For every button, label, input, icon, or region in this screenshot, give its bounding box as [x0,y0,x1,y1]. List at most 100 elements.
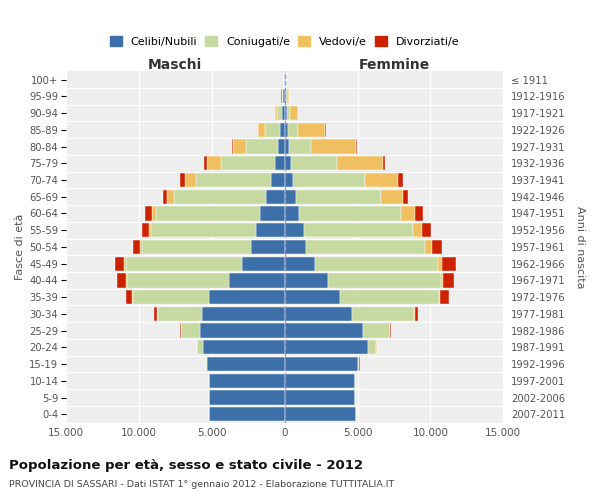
Bar [185,173,196,187]
Bar [422,223,431,238]
Bar [209,407,284,422]
Bar [440,290,449,304]
Bar [271,173,284,187]
Bar [383,156,385,170]
Bar [358,357,359,371]
Bar [278,140,284,153]
Bar [415,307,418,321]
Bar [277,106,281,120]
Bar [126,274,127,287]
Bar [315,256,437,271]
Bar [140,240,142,254]
Bar [356,140,357,153]
Bar [432,240,442,254]
Bar [365,173,398,187]
Bar [284,190,296,204]
Bar [256,223,284,238]
Bar [287,122,298,137]
Bar [142,223,149,238]
Bar [202,307,284,321]
Bar [284,89,286,104]
Bar [154,307,157,321]
Bar [304,223,413,238]
Bar [179,173,185,187]
Bar [174,190,266,204]
Bar [289,140,311,153]
Bar [233,140,246,153]
Text: Popolazione per età, sesso e stato civile - 2012: Popolazione per età, sesso e stato civil… [9,459,363,472]
Text: Maschi: Maschi [148,58,202,72]
Y-axis label: Anni di nascita: Anni di nascita [575,206,585,288]
Text: PROVINCIA DI SASSARI - Dati ISTAT 1° gennaio 2012 - Elaborazione TUTTITALIA.IT: PROVINCIA DI SASSARI - Dati ISTAT 1° gen… [9,480,394,489]
Bar [340,290,439,304]
Bar [196,173,271,187]
Y-axis label: Fasce di età: Fasce di età [15,214,25,280]
Bar [142,240,251,254]
Bar [281,106,284,120]
Bar [251,240,284,254]
Bar [280,122,284,137]
Bar [206,156,221,170]
Bar [209,374,284,388]
Bar [284,390,355,404]
Bar [257,122,259,137]
Bar [209,390,284,404]
Bar [401,206,415,220]
Bar [266,190,284,204]
Bar [163,190,167,204]
Bar [415,206,422,220]
Bar [115,256,124,271]
Bar [200,324,284,338]
Bar [311,140,356,153]
Bar [275,156,284,170]
Bar [203,340,284,354]
Bar [229,274,284,287]
Bar [157,206,260,220]
Bar [206,357,208,371]
Bar [283,89,284,104]
Bar [181,324,200,338]
Bar [439,290,440,304]
Bar [296,190,381,204]
Bar [221,156,275,170]
Bar [242,256,284,271]
Bar [398,173,403,187]
Bar [158,307,202,321]
Bar [442,256,456,271]
Bar [116,274,126,287]
Bar [284,223,304,238]
Bar [284,122,287,137]
Bar [203,156,206,170]
Bar [307,240,425,254]
Bar [265,122,280,137]
Bar [167,190,174,204]
Bar [275,106,277,120]
Bar [381,190,403,204]
Bar [126,290,132,304]
Legend: Celibi/Nubili, Coniugati/e, Vedovi/e, Divorziati/e: Celibi/Nubili, Coniugati/e, Vedovi/e, Di… [110,36,460,47]
Bar [197,340,203,354]
Bar [152,206,157,220]
Bar [284,173,293,187]
Bar [284,357,358,371]
Bar [413,223,422,238]
Bar [440,274,443,287]
Bar [352,307,415,321]
Bar [232,140,233,153]
Bar [443,274,454,287]
Bar [284,240,307,254]
Bar [437,256,442,271]
Bar [284,407,356,422]
Bar [425,240,432,254]
Bar [127,274,229,287]
Bar [287,89,289,104]
Bar [290,106,298,120]
Bar [132,290,133,304]
Bar [284,374,355,388]
Bar [286,89,287,104]
Bar [259,122,265,137]
Bar [291,156,337,170]
Bar [246,140,278,153]
Bar [284,140,289,153]
Bar [284,206,299,220]
